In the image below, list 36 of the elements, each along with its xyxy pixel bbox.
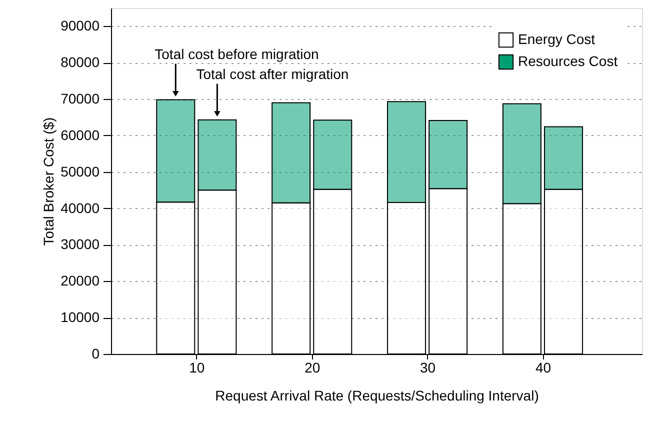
x-axis-title: Request Arrival Rate (Requests/Scheduling Interval): [215, 388, 539, 404]
x-tick-label: 40: [535, 360, 552, 376]
y-tick-label: 30000: [60, 236, 100, 252]
bar: [198, 190, 237, 354]
bar: [272, 202, 311, 354]
bar: [544, 126, 584, 190]
bar: [272, 102, 311, 204]
y-tick-label: 0: [92, 346, 100, 362]
bar: [428, 120, 468, 190]
bar: [156, 202, 196, 354]
x-tick-label: 20: [304, 360, 320, 376]
y-tick-label: 90000: [60, 18, 100, 34]
y-axis-title: Total Broker Cost ($): [40, 117, 57, 246]
y-tick-label: 10000: [60, 309, 100, 326]
y-tick-label: 60000: [60, 126, 100, 143]
bar: [198, 119, 237, 191]
bar: [544, 188, 584, 354]
legend-label: Energy Cost: [518, 31, 596, 47]
y-tick-label: 40000: [60, 200, 100, 216]
y-tick-label: 80000: [60, 54, 100, 70]
annotation: Total cost before migration: [154, 46, 319, 62]
bar: [156, 99, 196, 203]
bar: [428, 188, 468, 354]
bar: [313, 188, 352, 354]
x-tick-label: 30: [420, 360, 436, 376]
y-tick-label: 70000: [60, 90, 100, 107]
bar: [313, 120, 352, 190]
x-tick-label: 10: [189, 360, 205, 376]
y-tick-label: 20000: [60, 272, 100, 289]
bar: [387, 101, 426, 203]
bar: [502, 103, 542, 204]
y-tick-label: 50000: [60, 163, 100, 180]
annotation: Total cost after migration: [196, 66, 349, 82]
bar: [387, 202, 426, 354]
bar: [502, 203, 542, 354]
legend-label: Resources Cost: [518, 53, 618, 69]
